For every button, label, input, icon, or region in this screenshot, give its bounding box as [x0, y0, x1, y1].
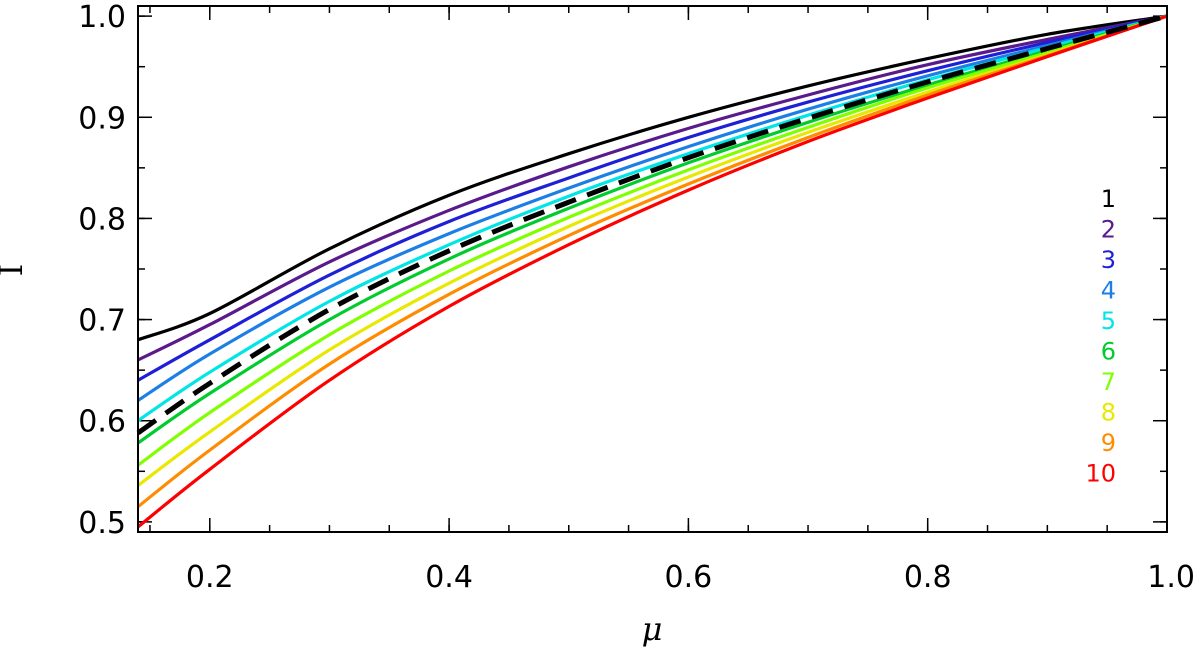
x-tick-label: 0.2 — [186, 560, 234, 595]
x-tick-label: 0.8 — [904, 560, 952, 595]
tick-labels: 0.2 0.4 0.6 0.8 1.0 0.5 0.6 0.7 0.8 0.9 1.0 — [78, 0, 1195, 595]
legend-label-6: 6 — [1101, 338, 1116, 366]
y-tick-label: 0.9 — [78, 101, 126, 136]
x-tick-label: 0.4 — [425, 560, 473, 595]
legend-label-3: 3 — [1101, 246, 1116, 274]
plot-frame — [137, 5, 1168, 533]
series-line-dashed — [136, 13, 1168, 435]
y-tick-label: 0.6 — [78, 405, 126, 440]
x-tick-label: 1.0 — [1147, 560, 1195, 595]
y-tick-label: 0.7 — [78, 304, 126, 339]
x-axis-label: μ — [642, 610, 663, 647]
series-lines — [136, 13, 1168, 529]
series-line-7 — [137, 14, 1168, 467]
y-tick-label: 1.0 — [78, 0, 126, 35]
legend-label-2: 2 — [1101, 216, 1116, 244]
series-line-8 — [137, 14, 1168, 487]
legend-label-9: 9 — [1101, 429, 1116, 457]
legend-label-7: 7 — [1101, 368, 1116, 396]
series-line-5 — [137, 14, 1168, 423]
legend-label-5: 5 — [1101, 307, 1116, 335]
series-line-4 — [137, 14, 1168, 402]
legend-label-1: 1 — [1101, 185, 1116, 213]
series-line-6 — [137, 14, 1168, 445]
series-line-10 — [137, 14, 1168, 529]
x-tick-label: 0.6 — [665, 560, 713, 595]
series-line-2 — [137, 14, 1168, 362]
y-axis-label: I — [0, 264, 30, 277]
y-tick-label: 0.8 — [78, 202, 126, 237]
legend: 1 23 45 67 89 10 — [1085, 185, 1116, 488]
series-line-3 — [137, 14, 1168, 382]
series-line-9 — [137, 14, 1168, 508]
axis-ticks — [138, 6, 1168, 532]
series-line-1 — [137, 14, 1168, 342]
y-tick-label: 0.5 — [78, 506, 126, 541]
legend-label-10: 10 — [1085, 460, 1116, 488]
legend-label-4: 4 — [1101, 277, 1116, 305]
legend-label-8: 8 — [1101, 399, 1116, 427]
